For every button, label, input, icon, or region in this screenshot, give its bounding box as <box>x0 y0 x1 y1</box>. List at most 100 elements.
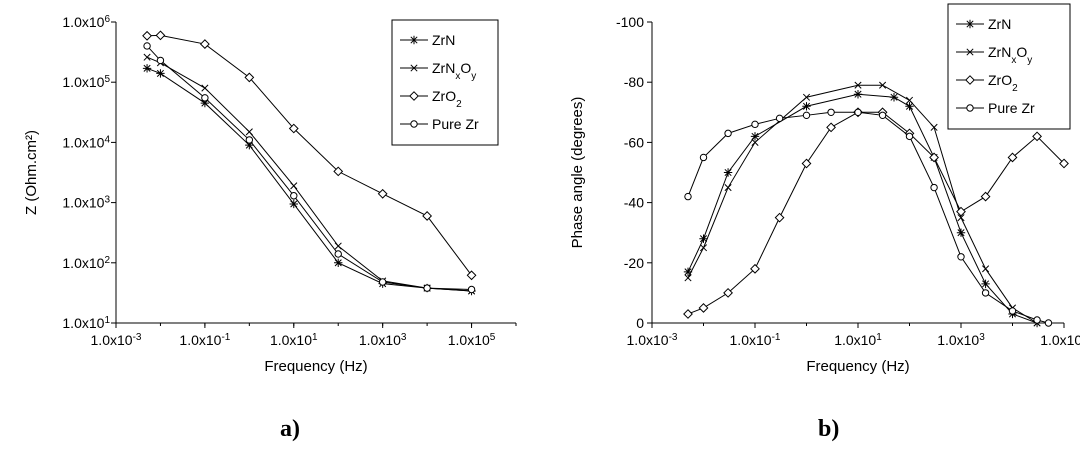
data-point <box>723 168 733 177</box>
x-tick-label: 1.0x103 <box>359 332 407 349</box>
legend-item: Pure Zr <box>956 100 1035 116</box>
data-point <box>334 258 343 267</box>
legend-item: Pure Zr <box>400 116 479 132</box>
legend-marker <box>966 48 974 56</box>
data-point <box>201 84 209 92</box>
data-point <box>905 102 914 111</box>
data-point <box>244 72 255 83</box>
data-point <box>199 39 210 49</box>
x-tick-label: 1.0x105 <box>1040 332 1080 349</box>
legend-label: ZrN <box>988 16 1011 32</box>
x-tick-label: 1.0x105 <box>448 332 496 349</box>
x-tick-label: 1.0x10-1 <box>730 332 781 349</box>
data-point <box>751 138 759 146</box>
data-point <box>751 120 759 129</box>
data-point <box>684 192 692 201</box>
data-point <box>699 153 708 162</box>
y-tick-label: -80 <box>624 74 644 90</box>
data-point <box>333 166 344 177</box>
legend-label: ZrO2 <box>988 72 1018 94</box>
legend-item: ZrO2 <box>956 72 1018 94</box>
data-point <box>930 123 938 131</box>
x-axis-title: Frequency (Hz) <box>806 358 909 375</box>
data-point <box>801 158 812 169</box>
x-tick-label: 1.0x103 <box>937 332 985 349</box>
legend-item: ZrN <box>956 16 1011 32</box>
legend-label: Pure Zr <box>432 116 479 132</box>
y-tick-label: -20 <box>624 255 644 271</box>
data-point <box>1059 158 1069 169</box>
data-point <box>155 30 166 41</box>
legend-marker <box>965 75 975 85</box>
data-point <box>802 102 811 111</box>
data-point <box>156 56 165 65</box>
data-point <box>422 211 433 221</box>
legend-label: ZrNxOy <box>988 44 1032 66</box>
data-point <box>245 128 253 136</box>
data-point <box>854 108 862 117</box>
legend-label: ZrN <box>432 32 455 48</box>
y-tick-label: 1.0x106 <box>62 14 110 31</box>
data-point <box>956 206 966 217</box>
chart-panel-b: 1.0x10-3 1.0x10-1 1.0x101 1.0x103 1.0x105 0 -2… <box>569 3 1080 375</box>
y-tick-label: 0 <box>636 315 644 331</box>
legend: ZrN ZrNxOy ZrO2 Pure Zr <box>947 3 1071 130</box>
data-point <box>981 279 990 289</box>
data-point <box>698 303 709 313</box>
data-point <box>802 111 811 120</box>
data-point <box>378 278 387 286</box>
data-point <box>929 152 939 163</box>
data-point <box>775 114 784 123</box>
data-point <box>289 199 298 209</box>
series-pure-zr <box>684 108 1053 327</box>
data-point <box>854 81 862 89</box>
legend-marker <box>409 35 419 45</box>
data-point <box>878 111 887 120</box>
legend-marker <box>410 120 418 128</box>
data-point <box>802 93 811 101</box>
data-point <box>980 191 991 202</box>
data-point <box>143 53 151 61</box>
data-point <box>724 129 732 138</box>
data-point <box>377 188 388 199</box>
x-axis-title: Frequency (Hz) <box>264 358 367 375</box>
data-point <box>774 212 785 223</box>
data-point <box>905 132 914 141</box>
y-tick-label: -40 <box>624 195 644 211</box>
data-point <box>905 96 914 104</box>
data-point <box>156 69 165 78</box>
data-point <box>466 270 477 281</box>
data-point <box>683 309 693 319</box>
series-line <box>687 111 1065 315</box>
y-tick-label: -60 <box>624 134 644 150</box>
legend-item: ZrNxOy <box>956 44 1032 66</box>
data-point <box>334 250 342 258</box>
data-point <box>201 94 209 102</box>
legend-marker <box>410 64 418 72</box>
data-point <box>467 285 476 294</box>
data-point <box>423 284 431 292</box>
series-pure-zr <box>143 42 476 294</box>
panel-a-label: a) <box>280 416 300 442</box>
legend-item: ZrO2 <box>400 88 462 110</box>
data-point <box>200 98 210 108</box>
legend: ZrN ZrNxOy ZrO2 Pure Zr <box>391 19 499 146</box>
data-point <box>699 244 708 252</box>
x-tick-label: 1.0x10-3 <box>627 332 678 349</box>
data-point <box>724 183 732 192</box>
data-point <box>981 289 990 297</box>
data-point <box>879 81 887 89</box>
data-point <box>1007 152 1018 163</box>
data-point <box>1044 319 1053 327</box>
y-axis-title: Z (Ohm.cm²) <box>23 130 40 215</box>
data-point <box>723 287 733 298</box>
legend-item: ZrN <box>400 32 455 48</box>
legend-label: ZrO2 <box>432 88 462 110</box>
data-point <box>142 30 152 41</box>
data-point <box>245 140 254 150</box>
x-tick-label: 1.0x101 <box>834 332 882 349</box>
chart-panel-a: 1.0x10-3 1.0x10-1 1.0x101 1.0x103 1.0x105 1.0… <box>23 14 517 375</box>
x-tick-label: 1.0x10-3 <box>91 332 142 349</box>
